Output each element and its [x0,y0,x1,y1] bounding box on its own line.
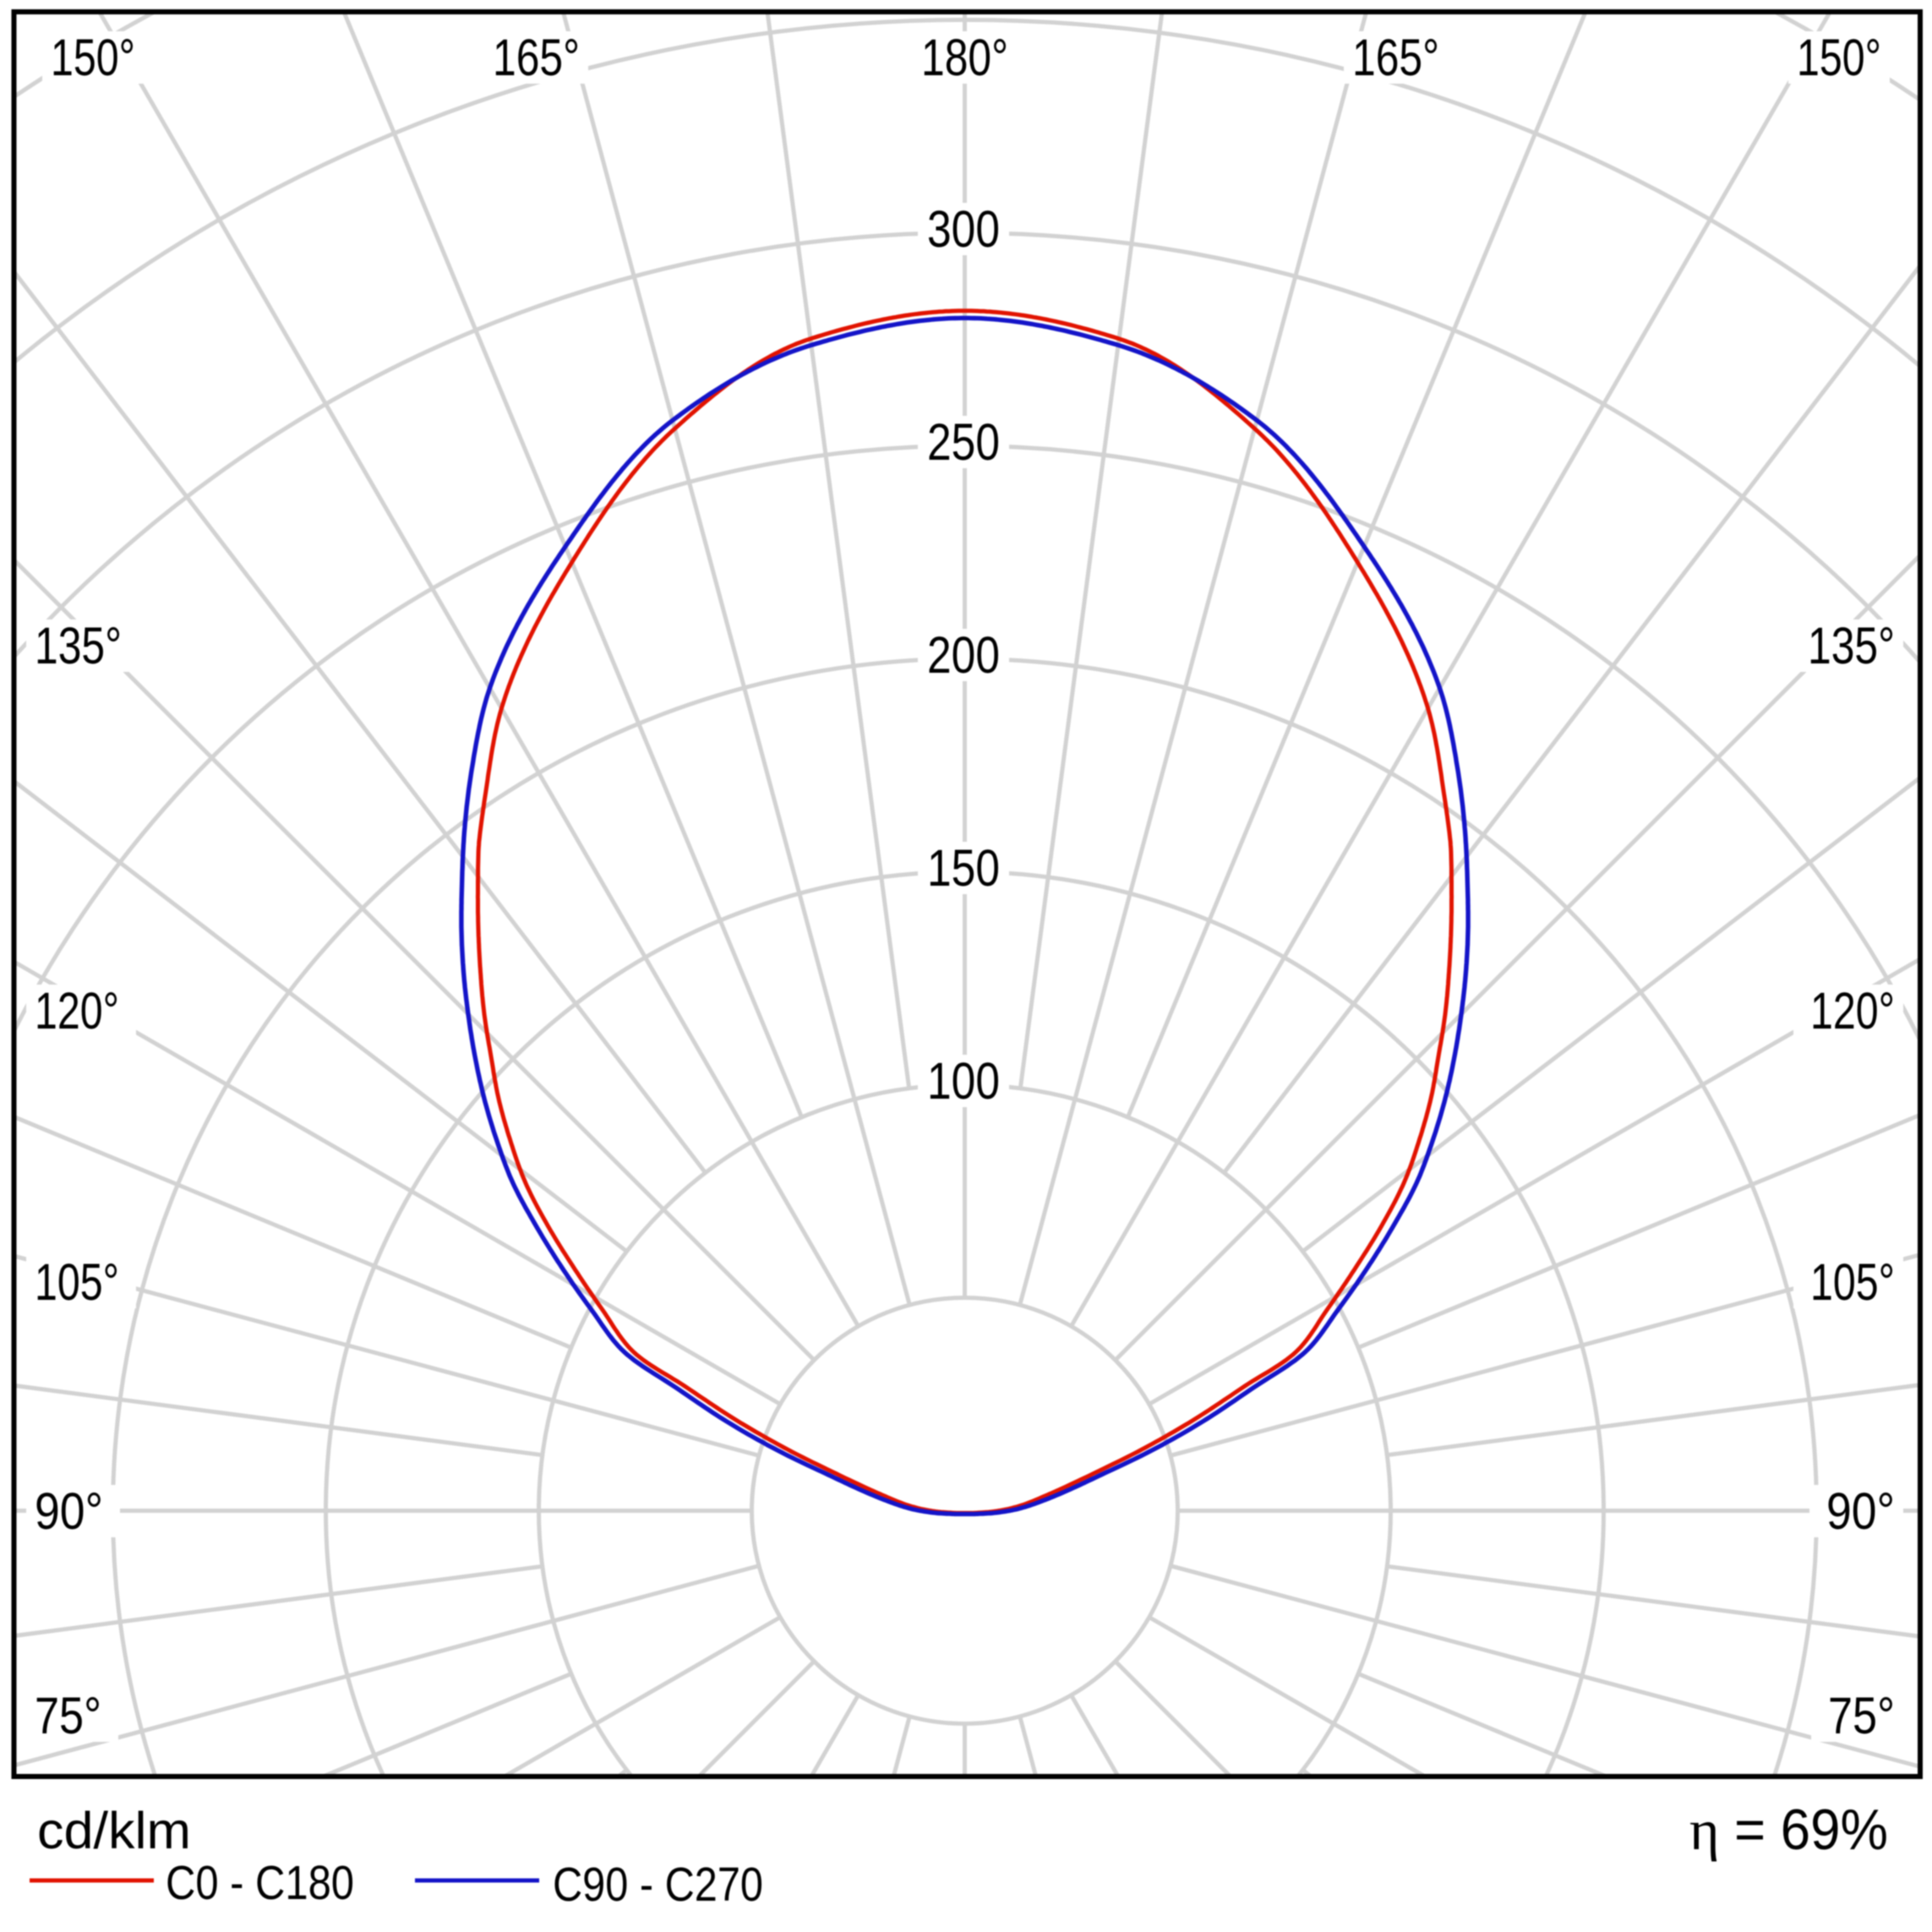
svg-text:200: 200 [927,626,1000,684]
svg-text:75°: 75° [35,1687,101,1744]
svg-text:cd/klm: cd/klm [37,1802,191,1859]
svg-text:150°: 150° [51,29,135,86]
svg-text:165°: 165° [493,29,580,86]
svg-text:75°: 75° [1828,1687,1895,1744]
svg-text:180°: 180° [921,29,1008,86]
svg-text:135°: 135° [1808,617,1895,674]
svg-text:120°: 120° [1810,982,1895,1040]
svg-text:100: 100 [927,1052,1000,1110]
svg-text:C90 - C270: C90 - C270 [553,1858,763,1912]
svg-text:105°: 105° [35,1253,119,1311]
svg-text:250: 250 [927,413,1000,471]
svg-text:90°: 90° [1826,1482,1895,1540]
svg-text:C0 - C180: C0 - C180 [166,1856,354,1910]
svg-text:150: 150 [927,839,1000,897]
svg-text:90°: 90° [35,1482,103,1540]
svg-text:= 69%: = 69% [1734,1798,1888,1862]
svg-text:165°: 165° [1352,29,1439,86]
svg-text:120°: 120° [35,982,119,1040]
svg-text:135°: 135° [35,617,122,674]
svg-text:η: η [1689,1798,1720,1862]
svg-text:300: 300 [927,200,1000,258]
svg-text:105°: 105° [1810,1253,1895,1311]
svg-text:150°: 150° [1797,29,1881,86]
